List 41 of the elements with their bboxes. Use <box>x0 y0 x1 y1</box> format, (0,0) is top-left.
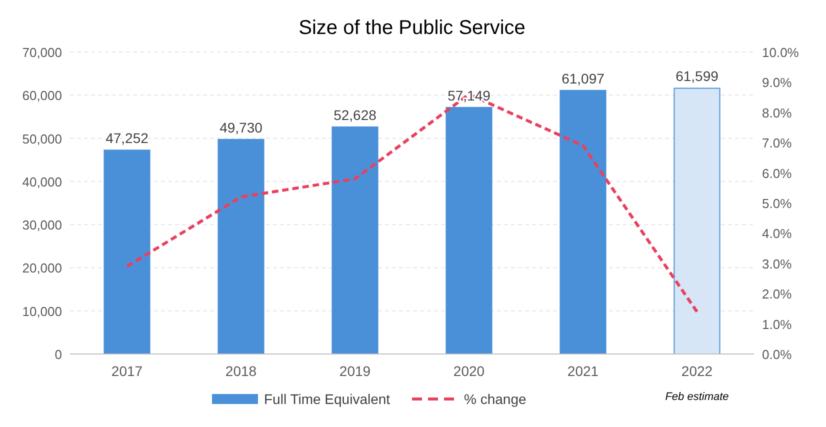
bar <box>674 88 720 354</box>
data-label: 47,252 <box>106 130 149 146</box>
text: Feb estimate <box>665 391 729 403</box>
bar <box>104 150 150 354</box>
y2-tick-label: 7.0% <box>762 136 792 151</box>
y2-tick-label: 5.0% <box>762 196 792 211</box>
y2-tick-label: 4.0% <box>762 226 792 242</box>
y2-tick-label: 1.0% <box>762 316 792 332</box>
y-tick-label: 70,000 <box>22 45 62 60</box>
y2-tick-label: 9.0% <box>762 75 792 90</box>
y-tick-label: 10,000 <box>22 304 62 319</box>
x-tick-label: 2019 <box>339 363 371 379</box>
data-label: 61,097 <box>562 70 605 86</box>
y-tick-label: 30,000 <box>22 218 62 233</box>
x-tick-label: 2018 <box>225 363 257 379</box>
y2-tick-label: 8.0% <box>762 105 792 120</box>
legend-label: % change <box>464 391 526 407</box>
data-label: 52,628 <box>334 106 377 123</box>
bar <box>218 138 264 354</box>
data-label: 57,149 <box>448 87 491 104</box>
bar <box>446 106 492 354</box>
y2-tick-label: 3.0% <box>762 256 792 272</box>
chart-title: Size of the Public Service <box>298 17 526 39</box>
x-tick-label: 2021 <box>567 363 599 379</box>
y-tick-label: 50,000 <box>22 131 62 146</box>
data-label: 49,730 <box>220 119 263 136</box>
x-tick-label: 2020 <box>453 363 485 379</box>
y-tick-label: 60,000 <box>22 88 62 104</box>
y-tick-label: 20,000 <box>22 260 62 276</box>
y2-tick-label: 2.0% <box>762 286 792 302</box>
y2-tick-label: 10.0% <box>762 45 800 60</box>
y2-tick-label: 6.0% <box>762 166 792 181</box>
x-tick-label: 2022 <box>681 363 713 379</box>
data-label: 61,599 <box>676 68 719 84</box>
y-tick-label: 40,000 <box>22 174 62 190</box>
bar <box>560 90 606 354</box>
x-tick-label: 2017 <box>111 363 143 379</box>
bar <box>332 126 378 354</box>
legend-label: Full Time Equivalent <box>264 391 390 407</box>
y-tick-label: 0 <box>54 347 62 362</box>
y2-tick-label: 0.0% <box>762 347 792 362</box>
